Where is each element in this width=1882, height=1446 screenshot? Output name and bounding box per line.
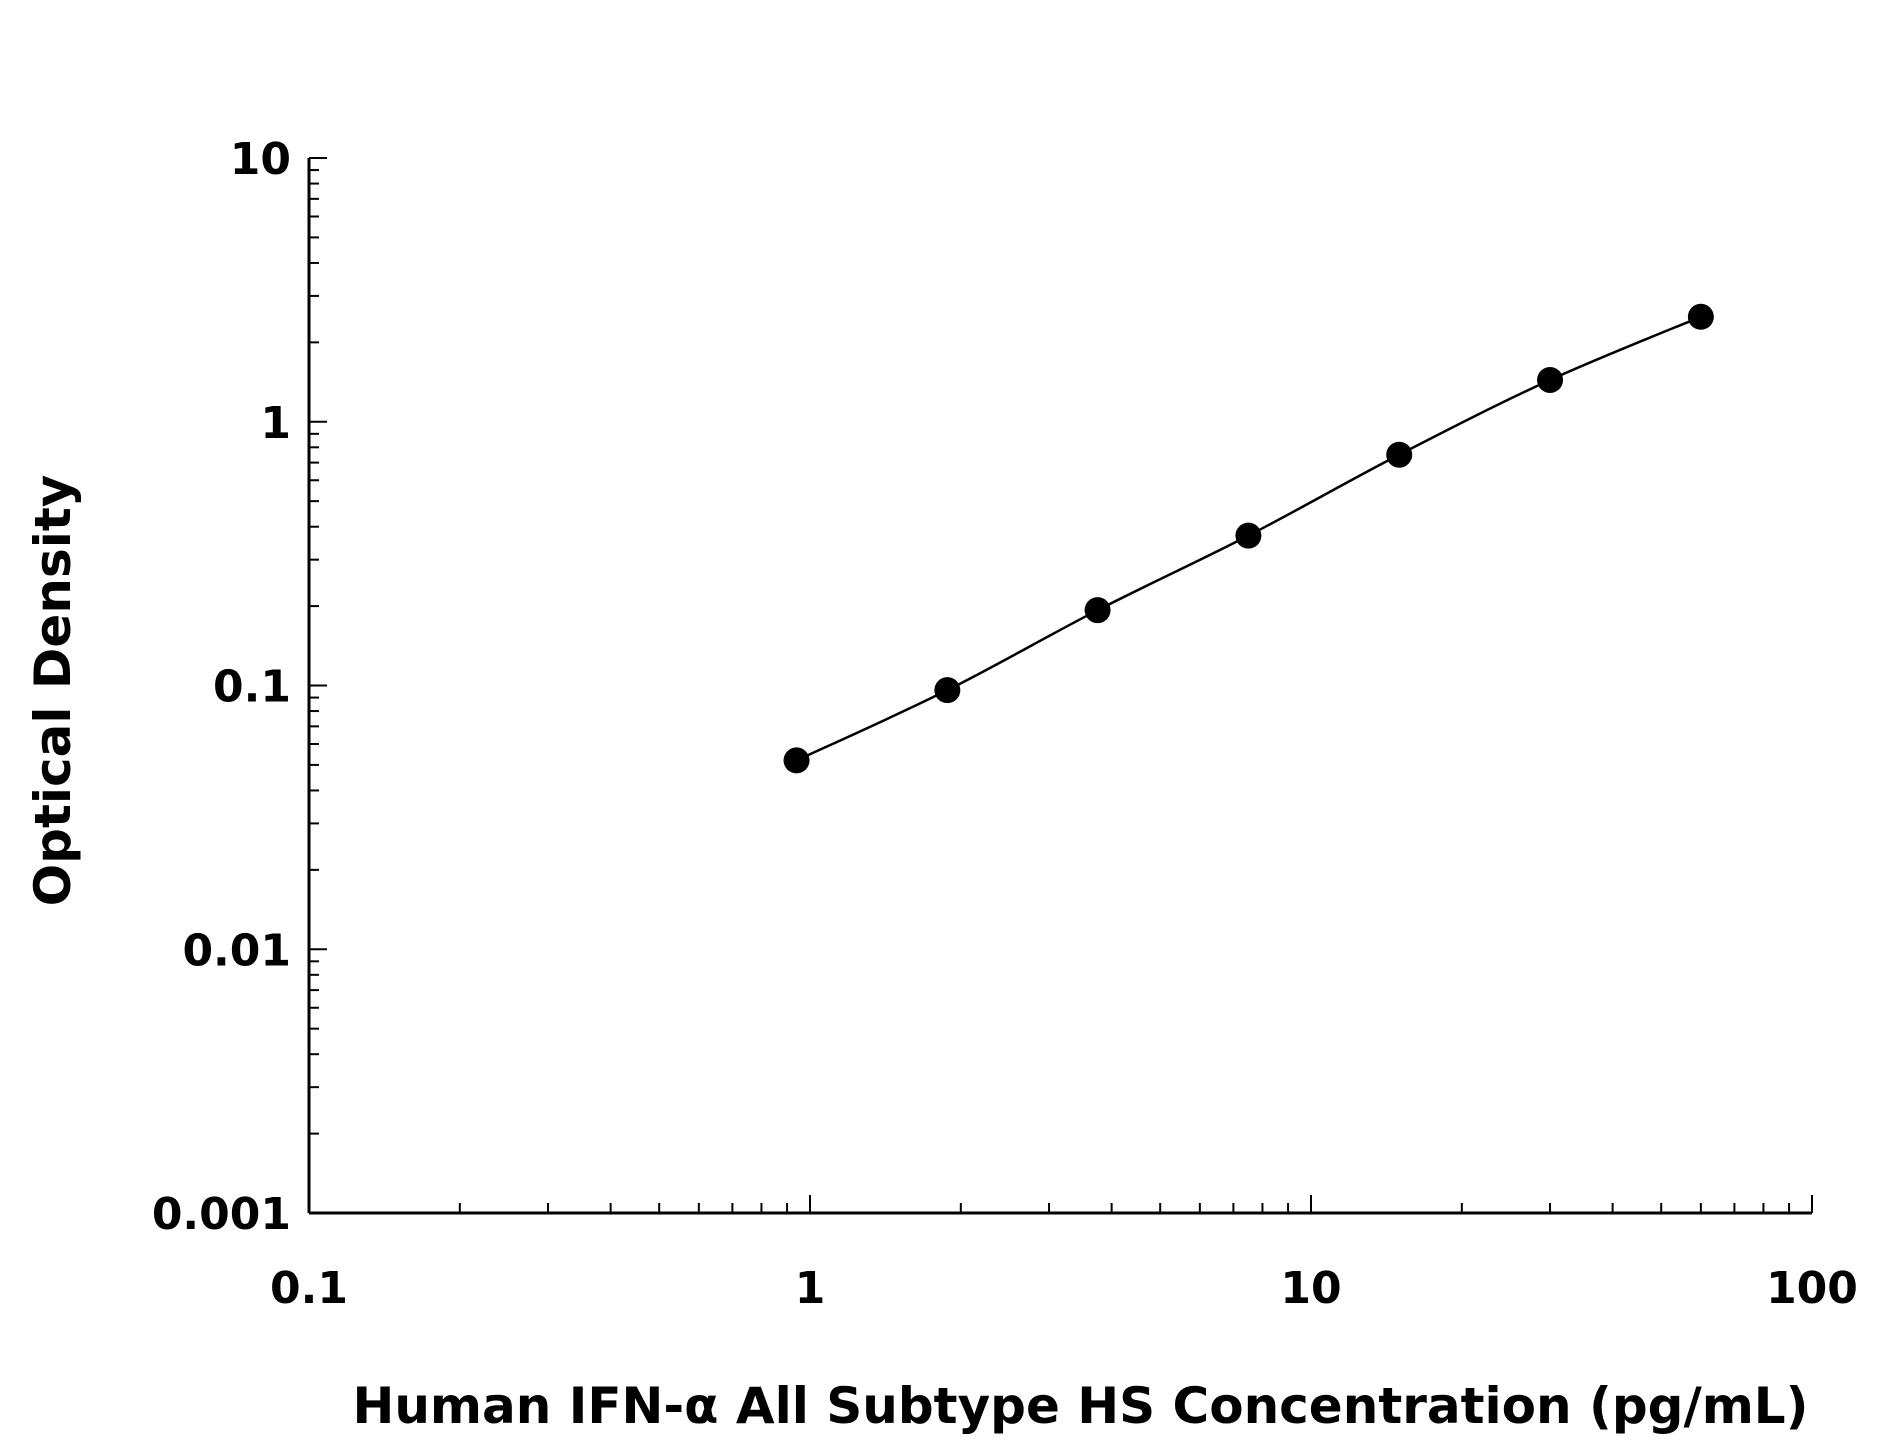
y-tick-label: 0.001 bbox=[152, 1189, 291, 1240]
data-point bbox=[1235, 522, 1262, 549]
x-tick-labels: 0.1 1 10 100 bbox=[270, 1263, 1858, 1314]
data-point bbox=[1386, 441, 1413, 468]
x-axis-ticks bbox=[308, 1195, 1813, 1213]
y-axis-ticks bbox=[309, 157, 327, 1214]
y-tick-labels: 0.001 0.01 0.1 1 10 bbox=[152, 134, 291, 1240]
x-axis-title: Human IFN-α All Subtype HS Concentration… bbox=[352, 1377, 1808, 1435]
y-axis-title: Optical Density bbox=[24, 475, 82, 907]
x-tick-label: 10 bbox=[1280, 1263, 1341, 1314]
data-point bbox=[934, 677, 961, 704]
y-tick-label: 0.1 bbox=[213, 662, 291, 713]
y-tick-label: 1 bbox=[260, 398, 291, 449]
data-point bbox=[1687, 303, 1714, 330]
data-point bbox=[1537, 366, 1564, 393]
x-tick-label: 1 bbox=[795, 1263, 826, 1314]
data-points bbox=[783, 303, 1714, 774]
data-point bbox=[1084, 597, 1111, 624]
y-tick-label: 0.01 bbox=[182, 925, 291, 976]
x-tick-label: 100 bbox=[1766, 1263, 1858, 1314]
x-tick-label: 0.1 bbox=[270, 1263, 348, 1314]
y-tick-label: 10 bbox=[230, 134, 291, 185]
data-point bbox=[783, 747, 810, 774]
